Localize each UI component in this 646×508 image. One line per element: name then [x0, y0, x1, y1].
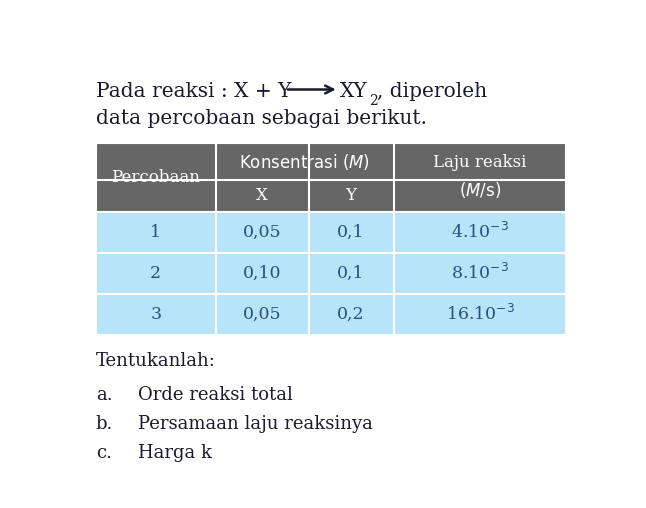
FancyBboxPatch shape	[393, 294, 567, 335]
Text: Harga k: Harga k	[138, 444, 213, 462]
Text: 8.10$^{-3}$: 8.10$^{-3}$	[451, 263, 509, 283]
Text: 0,10: 0,10	[243, 265, 282, 281]
Text: X: X	[256, 187, 268, 204]
Text: 0,1: 0,1	[337, 265, 365, 281]
Text: Tentukanlah:: Tentukanlah:	[96, 353, 216, 370]
FancyBboxPatch shape	[216, 252, 309, 294]
FancyBboxPatch shape	[216, 294, 309, 335]
Text: 0,05: 0,05	[243, 224, 282, 241]
Text: Orde reaksi total: Orde reaksi total	[138, 386, 293, 404]
Text: a.: a.	[96, 386, 112, 404]
Text: 0,2: 0,2	[337, 306, 365, 323]
Text: Laju reaksi: Laju reaksi	[433, 154, 526, 171]
FancyBboxPatch shape	[96, 252, 216, 294]
FancyBboxPatch shape	[393, 211, 567, 252]
Text: b.: b.	[96, 415, 113, 433]
FancyBboxPatch shape	[393, 252, 567, 294]
FancyBboxPatch shape	[309, 143, 393, 211]
FancyBboxPatch shape	[216, 143, 309, 211]
Text: c.: c.	[96, 444, 112, 462]
Text: 2: 2	[369, 94, 378, 108]
Text: XY: XY	[340, 82, 368, 102]
Text: 4.10$^{-3}$: 4.10$^{-3}$	[451, 222, 509, 242]
Text: Pada reaksi : X + Y: Pada reaksi : X + Y	[96, 82, 291, 102]
FancyBboxPatch shape	[393, 143, 567, 211]
FancyBboxPatch shape	[309, 211, 393, 252]
FancyBboxPatch shape	[96, 143, 216, 211]
Text: Konsentrasi ($\it{M}$): Konsentrasi ($\it{M}$)	[239, 152, 370, 172]
FancyBboxPatch shape	[309, 294, 393, 335]
Text: Y: Y	[346, 187, 357, 204]
Text: Percobaan: Percobaan	[111, 169, 200, 186]
Text: 1: 1	[151, 224, 162, 241]
Text: , diperoleh: , diperoleh	[377, 82, 487, 102]
Text: 2: 2	[151, 265, 162, 281]
Text: 3: 3	[151, 306, 162, 323]
Text: data percobaan sebagai berikut.: data percobaan sebagai berikut.	[96, 109, 427, 129]
Text: 0,1: 0,1	[337, 224, 365, 241]
FancyBboxPatch shape	[216, 211, 309, 252]
Text: 0,05: 0,05	[243, 306, 282, 323]
FancyBboxPatch shape	[96, 294, 216, 335]
Text: 16.10$^{-3}$: 16.10$^{-3}$	[446, 304, 514, 324]
Text: ($\it{M}$/s): ($\it{M}$/s)	[459, 180, 501, 200]
FancyBboxPatch shape	[96, 211, 216, 252]
Text: Persamaan laju reaksinya: Persamaan laju reaksinya	[138, 415, 373, 433]
FancyBboxPatch shape	[309, 252, 393, 294]
